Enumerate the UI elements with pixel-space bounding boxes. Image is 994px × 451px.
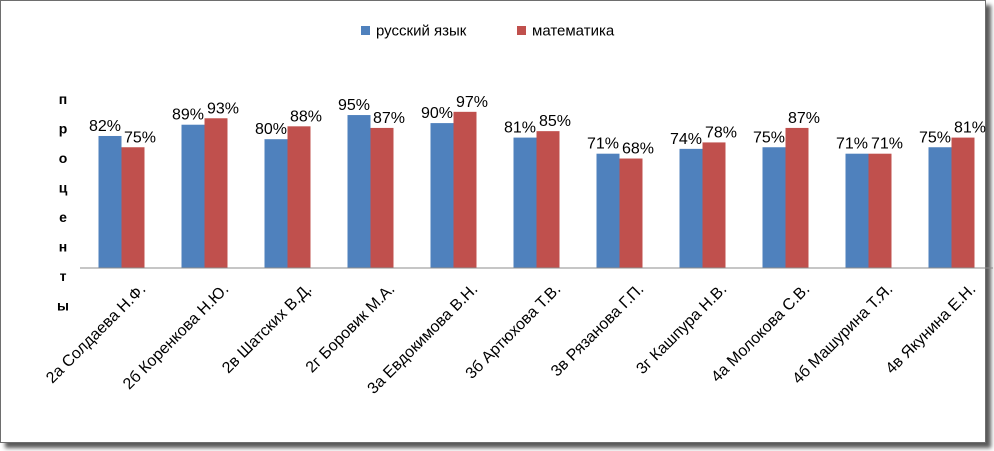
bar [453,111,477,268]
bar [430,123,454,268]
value-label: 87% [788,110,820,127]
bar [513,137,537,268]
bar [762,147,786,268]
bar [951,137,975,268]
legend-label: русский язык [376,23,467,40]
category-labels: 2а Солдаева Н.Ф.2б Коренкова Н.Ю.2в Шатс… [43,281,979,398]
value-label: 75% [919,129,951,146]
legend-label: математика [532,23,615,40]
bar [679,148,703,268]
y-axis-label-letter: т [60,268,67,284]
category-label: 3г Кашпура Н.В. [633,281,730,378]
value-label: 85% [539,113,571,130]
value-label: 90% [421,105,453,122]
bar [928,147,952,268]
bar [702,142,726,268]
bar [264,139,288,268]
legend-swatch [361,26,370,35]
category-label: 3в Рязанова Г.П. [548,281,647,380]
y-axis-label-letter: ы [57,298,69,314]
chart-frame [0,0,986,443]
value-label: 95% [338,97,370,114]
bar [370,127,394,269]
y-axis-label-letter: о [59,150,68,166]
value-label: 71% [836,136,868,153]
value-label: 74% [670,131,702,148]
bar [536,131,560,268]
y-axis-label-letter: н [59,239,67,255]
bar [785,127,809,269]
bar [204,118,228,269]
category-label: 2г Боровик М.А. [303,281,399,377]
value-label: 81% [504,120,536,137]
value-label: 87% [373,110,405,127]
y-axis-label-letter: е [59,209,67,225]
value-label: 80% [255,121,287,138]
bar [181,124,205,269]
bar [98,135,122,268]
value-label: 82% [89,118,121,135]
value-label: 78% [705,124,737,141]
y-axis-label-letter: р [59,121,68,137]
value-label: 75% [753,129,785,146]
value-label: 88% [290,108,322,125]
bar [121,147,145,268]
value-label: 89% [172,107,204,124]
bar [596,153,620,268]
bars [98,111,975,269]
value-label: 71% [587,136,619,153]
y-axis-label-letter: ц [59,180,68,196]
value-label: 81% [954,120,986,137]
value-label: 68% [622,141,654,158]
category-label: 4в Якунина Е.Н. [883,281,980,378]
value-label: 75% [124,129,156,146]
bar [619,158,643,268]
category-label: 2в Шатских В.Д. [219,281,315,377]
legend-swatch [517,26,526,35]
value-label: 93% [207,100,239,117]
value-labels: 82%75%89% 93%80%88%95%87% 90%97%81% 85%71% 6… [89,94,986,158]
legend: русский язык математика [361,23,615,40]
value-label: 97% [456,94,488,111]
bar [287,126,311,268]
bar [347,115,371,268]
value-label: 71% [871,136,903,153]
bar [845,153,869,268]
y-axis-label-letter: п [59,91,67,107]
bar [868,153,892,268]
